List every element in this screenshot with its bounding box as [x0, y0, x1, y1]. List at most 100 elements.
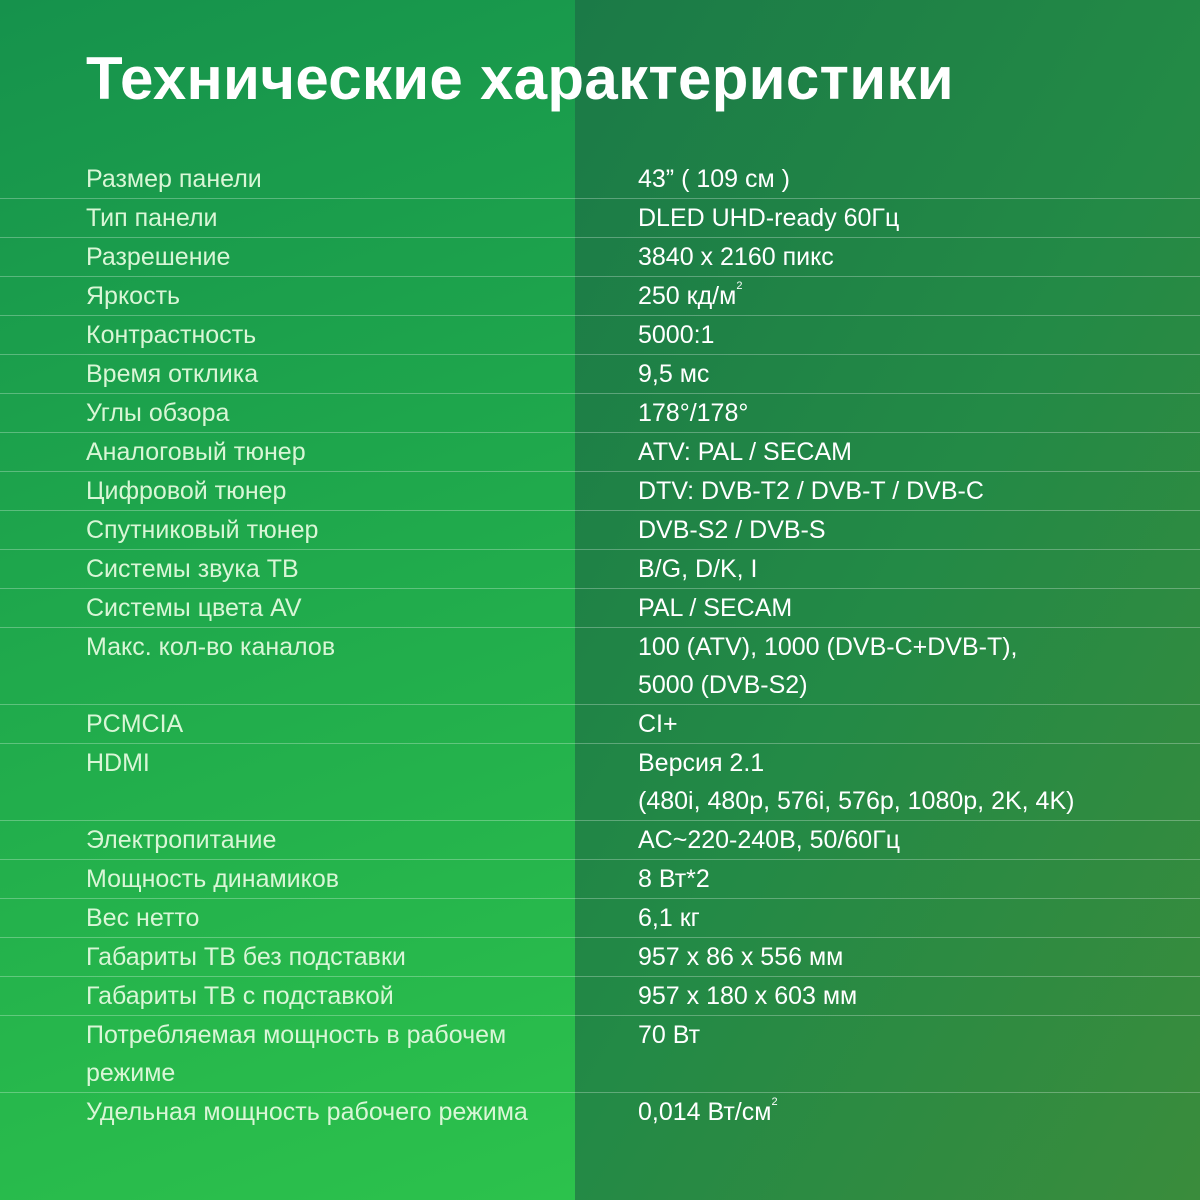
spec-value-line: AC~220-240B, 50/60Гц [638, 821, 1200, 859]
spec-value-text: ATV: PAL / SECAM [638, 438, 852, 466]
spec-label: Разрешение [86, 243, 231, 271]
spec-value: 178°/178° [552, 394, 1200, 432]
spec-value-text: Версия 2.1 [638, 749, 765, 777]
spec-value-text: AC~220-240B, 50/60Гц [638, 826, 901, 854]
spec-value-line: 43” ( 109 см ) [638, 160, 1200, 198]
spec-value: CI+ [552, 705, 1200, 743]
spec-value: ATV: PAL / SECAM [552, 433, 1200, 471]
spec-value-text: 250 кд/м [638, 282, 737, 310]
spec-row: Углы обзора 178°/178° [0, 394, 1200, 433]
spec-value-line: CI+ [638, 705, 1200, 743]
spec-label: Электропитание [86, 826, 277, 854]
spec-row: Мощность динамиков 8 Вт*2 [0, 860, 1200, 899]
spec-value-line: 8 Вт*2 [638, 860, 1200, 898]
spec-value-text: DTV: DVB-T2 / DVB-T / DVB-C [638, 477, 984, 505]
spec-value-line: 250 кд/м2 [638, 277, 1200, 315]
spec-value: B/G, D/K, I [552, 550, 1200, 588]
spec-label: Мощность динамиков [86, 865, 340, 893]
spec-value-line: 0,014 Вт/см2 [638, 1093, 1200, 1131]
spec-table: Размер панели 43” ( 109 см ) Тип панели DLE… [0, 160, 1200, 1131]
spec-row: Габариты ТВ без подставки 957 x 86 x 556 … [0, 938, 1200, 977]
spec-value-line: Версия 2.1 [638, 744, 1200, 782]
spec-value: 6,1 кг [552, 899, 1200, 937]
spec-row: Время отклика 9,5 мс [0, 355, 1200, 394]
spec-value-line: ATV: PAL / SECAM [638, 433, 1200, 471]
spec-label: Габариты ТВ без подставки [86, 943, 406, 971]
right-panel-background [575, 0, 1200, 1200]
spec-label: Системы звука ТВ [86, 555, 299, 583]
spec-label: Системы цвета AV [86, 594, 302, 622]
spec-label: Размер панели [86, 165, 262, 193]
spec-value: DTV: DVB-T2 / DVB-T / DVB-C [552, 472, 1200, 510]
spec-value: 70 Вт [552, 1016, 1200, 1092]
page-title: Технические характеристики [86, 45, 954, 112]
spec-label: Удельная мощность рабочего режима [86, 1098, 528, 1126]
spec-value: 250 кд/м2 [552, 277, 1200, 315]
spec-label: Цифровой тюнер [86, 477, 287, 505]
spec-value: 43” ( 109 см ) [552, 160, 1200, 198]
spec-value-line: DTV: DVB-T2 / DVB-T / DVB-C [638, 472, 1200, 510]
spec-value-line: 70 Вт [638, 1016, 1200, 1054]
spec-value-line: (480i, 480p, 576i, 576p, 1080p, 2K, 4K) [638, 782, 1200, 820]
spec-row: PCMCIA CI+ [0, 705, 1200, 744]
spec-row: Тип панели DLED UHD-ready 60Гц [0, 199, 1200, 238]
spec-value-text: 6,1 кг [638, 904, 700, 932]
spec-label: Углы обзора [86, 399, 230, 427]
spec-value: DVB-S2 / DVB-S [552, 511, 1200, 549]
spec-row: Системы цвета AV PAL / SECAM [0, 589, 1200, 628]
spec-value-text: DVB-S2 / DVB-S [638, 516, 826, 544]
superscript: 2 [771, 1096, 778, 1108]
spec-value-line: 5000:1 [638, 316, 1200, 354]
spec-value: 957 x 180 x 603 мм [552, 977, 1200, 1015]
spec-value-line: 9,5 мс [638, 355, 1200, 393]
spec-row: Системы звука ТВ B/G, D/K, I [0, 550, 1200, 589]
spec-row: Цифровой тюнер DTV: DVB-T2 / DVB-T / DVB-… [0, 472, 1200, 511]
spec-value: DLED UHD-ready 60Гц [552, 199, 1200, 237]
spec-value-text: 957 x 86 x 556 мм [638, 943, 844, 971]
spec-value-text: 3840 x 2160 пикс [638, 243, 834, 271]
spec-row: Вес нетто 6,1 кг [0, 899, 1200, 938]
spec-value-line: 100 (ATV), 1000 (DVB-C+DVB-T), [638, 628, 1200, 666]
spec-value: PAL / SECAM [552, 589, 1200, 627]
spec-label: Яркость [86, 282, 181, 310]
spec-row: Удельная мощность рабочего режима 0,014 В… [0, 1093, 1200, 1131]
spec-row: HDMI Версия 2.1 (480i, 480p, 576i, 576p, 1… [0, 744, 1200, 821]
spec-label: Макс. кол-во каналов [86, 633, 336, 661]
spec-label: HDMI [86, 749, 150, 777]
spec-value: 9,5 мс [552, 355, 1200, 393]
spec-value-line: B/G, D/K, I [638, 550, 1200, 588]
spec-label: Спутниковый тюнер [86, 516, 319, 544]
spec-row: Яркость 250 кд/м2 [0, 277, 1200, 316]
spec-label: Время отклика [86, 360, 259, 388]
spec-value: 957 x 86 x 556 мм [552, 938, 1200, 976]
spec-value-text: B/G, D/K, I [638, 555, 758, 583]
spec-row: Макс. кол-во каналов 100 (ATV), 1000 (DVB… [0, 628, 1200, 705]
spec-value-text: 5000:1 [638, 321, 715, 349]
spec-value-line: 3840 x 2160 пикс [638, 238, 1200, 276]
spec-label: PCMCIA [86, 710, 184, 738]
spec-value-text: 5000 (DVB-S2) [638, 671, 808, 699]
spec-value-text: PAL / SECAM [638, 594, 793, 622]
spec-value-text: (480i, 480p, 576i, 576p, 1080p, 2K, 4K) [638, 787, 1075, 815]
spec-value: Версия 2.1 (480i, 480p, 576i, 576p, 1080p… [552, 744, 1200, 820]
spec-row: Разрешение 3840 x 2160 пикс [0, 238, 1200, 277]
spec-value-line: 6,1 кг [638, 899, 1200, 937]
spec-value-line: 178°/178° [638, 394, 1200, 432]
spec-value-text: 70 Вт [638, 1021, 701, 1049]
spec-row: Электропитание AC~220-240B, 50/60Гц [0, 821, 1200, 860]
spec-row: Размер панели 43” ( 109 см ) [0, 160, 1200, 199]
spec-value: 3840 x 2160 пикс [552, 238, 1200, 276]
spec-value-line: DLED UHD-ready 60Гц [638, 199, 1200, 237]
spec-label: Контрастность [86, 321, 257, 349]
spec-value-text: 8 Вт*2 [638, 865, 710, 893]
spec-label: Потребляемая мощность в рабочем режиме [86, 1021, 507, 1087]
spec-value-line: 957 x 86 x 556 мм [638, 938, 1200, 976]
spec-value-line: PAL / SECAM [638, 589, 1200, 627]
spec-value-text: DLED UHD-ready 60Гц [638, 204, 900, 232]
spec-label: Вес нетто [86, 904, 200, 932]
spec-value-text: 9,5 мс [638, 360, 710, 388]
spec-label: Аналоговый тюнер [86, 438, 306, 466]
spec-label: Тип панели [86, 204, 218, 232]
spec-value: AC~220-240B, 50/60Гц [552, 821, 1200, 859]
spec-label: Габариты ТВ с подставкой [86, 982, 394, 1010]
